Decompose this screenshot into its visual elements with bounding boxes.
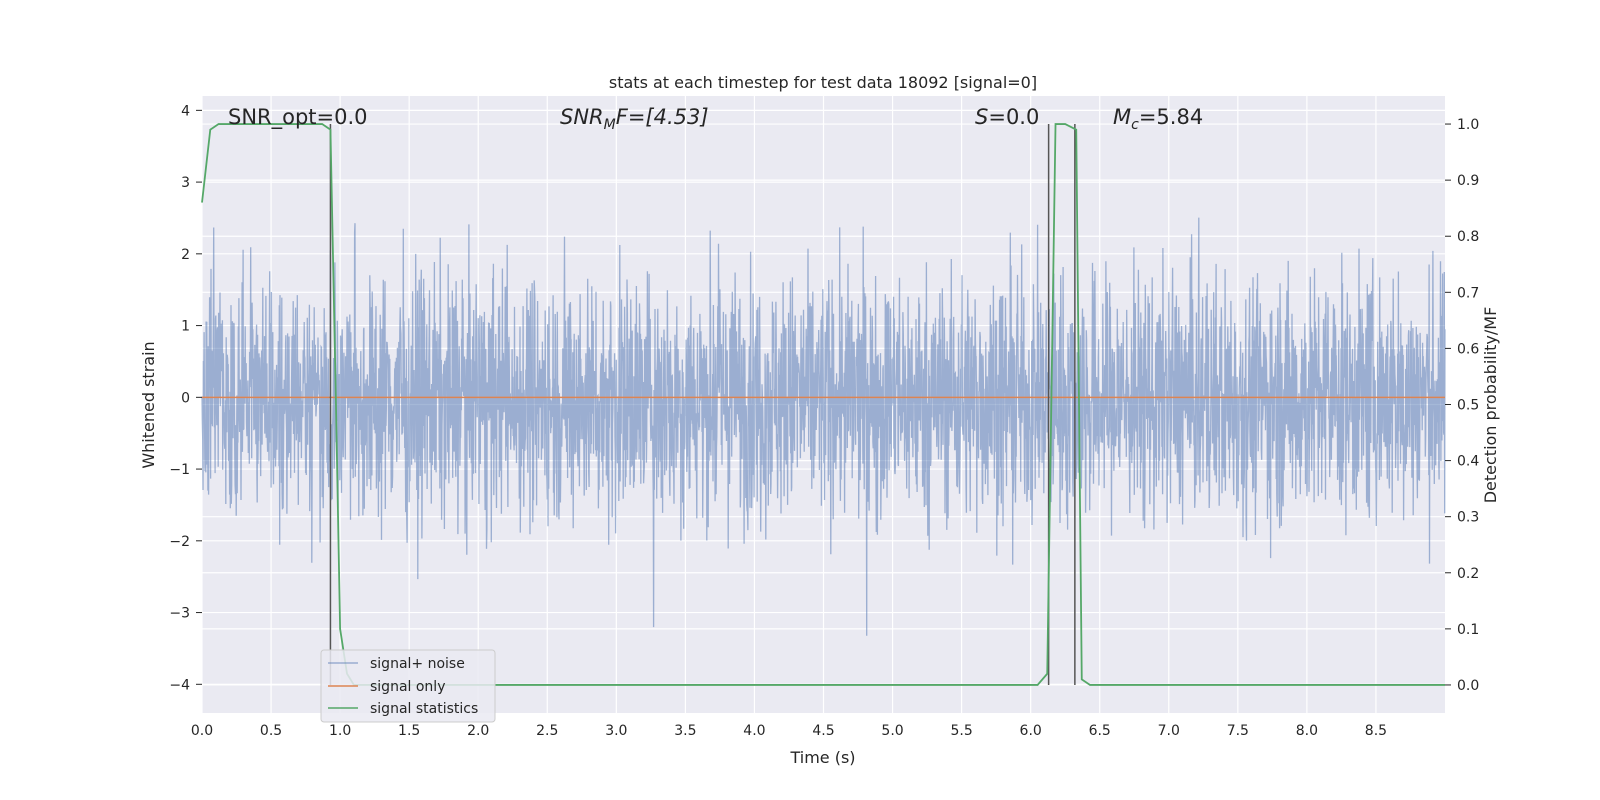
x-tick-label: 4.0	[743, 723, 765, 739]
x-tick-label: 7.5	[1227, 723, 1249, 739]
tick-labels: 0.0 0.5 1.0 1.5 2.0 2.5 3.0 3.5 4.0 4.5 5.0 5.5 6.0 6…	[169, 103, 1479, 739]
x-tick-label: 3.0	[605, 723, 627, 739]
y-axis-label-left: Whitened strain	[139, 341, 158, 468]
x-tick-label: 5.0	[881, 723, 903, 739]
y-left-tick-label: −4	[169, 677, 190, 693]
y-right-tick-label: 0.6	[1457, 341, 1479, 357]
legend-box	[320, 649, 496, 723]
x-tick-label: 3.5	[674, 723, 696, 739]
x-tick-label: 0.5	[260, 723, 282, 739]
x-tick-label: 2.0	[467, 723, 489, 739]
y-right-tick-label: 0.2	[1457, 566, 1479, 582]
x-tick-label: 7.0	[1158, 723, 1180, 739]
y-right-tick-label: 0.7	[1457, 285, 1479, 301]
annotation-snr-opt: SNR_opt=0.0	[228, 105, 368, 130]
y-left-tick-label: 0	[181, 390, 190, 406]
y-right-tick-label: 0.3	[1457, 510, 1479, 526]
x-tick-label: 0.0	[191, 723, 213, 739]
y-left-tick-label: −1	[169, 462, 190, 478]
x-tick-label: 6.5	[1089, 723, 1111, 739]
legend-label-signal-statistics: signal statistics	[370, 701, 478, 717]
annotation-mc: Mc=5.84	[1113, 105, 1203, 133]
legend: signal+ noise signal only signal statist…	[320, 649, 496, 723]
y-left-tick-label: 4	[181, 103, 190, 119]
y-axis-label-right: Detection probability/MF	[1481, 307, 1500, 504]
legend-label-signal-noise: signal+ noise	[370, 656, 465, 672]
x-tick-label: 5.5	[950, 723, 972, 739]
annotation-snr-mf: SNRMF=[4.53]	[560, 105, 709, 133]
y-right-tick-label: 0.0	[1457, 678, 1479, 694]
x-tick-label: 1.0	[329, 723, 351, 739]
x-tick-label: 8.0	[1296, 723, 1318, 739]
x-tick-label: 4.5	[812, 723, 834, 739]
y-right-tick-label: 0.5	[1457, 398, 1479, 414]
x-tick-label: 6.0	[1020, 723, 1042, 739]
y-right-tick-label: 0.8	[1457, 229, 1479, 245]
y-left-tick-label: 3	[181, 175, 190, 191]
y-right-tick-label: 1.0	[1457, 117, 1479, 133]
series-signal-noise	[201, 217, 1446, 636]
y-left-tick-label: 1	[181, 319, 190, 335]
x-tick-label: 2.5	[536, 723, 558, 739]
y-right-tick-label: 0.9	[1457, 173, 1479, 189]
y-left-tick-label: 2	[181, 247, 190, 263]
x-tick-label: 1.5	[398, 723, 420, 739]
y-right-tick-label: 0.1	[1457, 622, 1479, 638]
legend-label-signal-only: signal only	[370, 679, 445, 695]
y-left-tick-label: −3	[169, 606, 190, 622]
x-tick-label: 8.5	[1365, 723, 1387, 739]
annotation-s: S=0.0	[975, 105, 1039, 129]
chart-title: stats at each timestep for test data 180…	[609, 73, 1037, 92]
y-right-tick-label: 0.4	[1457, 454, 1479, 470]
x-axis-label: Time (s)	[789, 748, 855, 767]
y-left-tick-label: −2	[169, 534, 190, 550]
